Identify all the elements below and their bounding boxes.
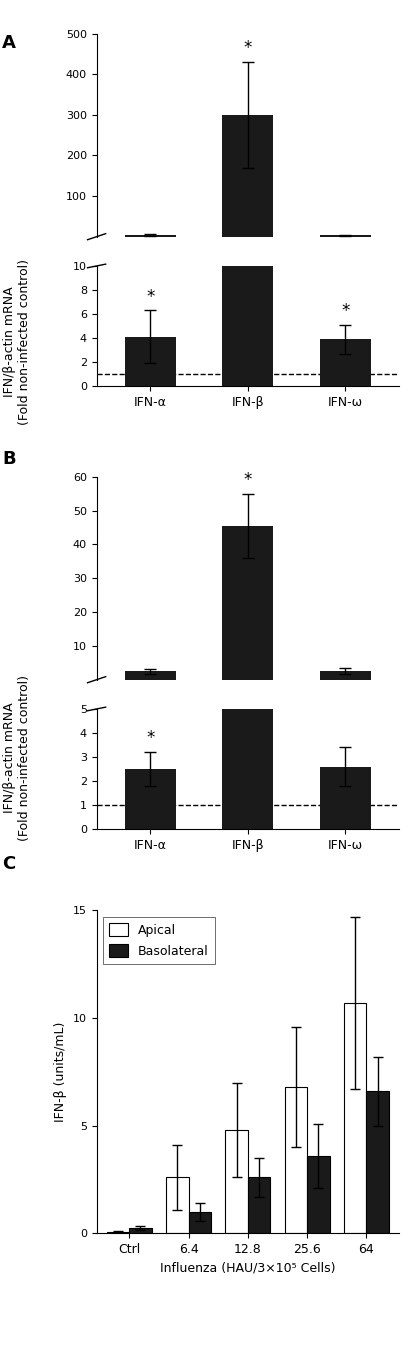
Y-axis label: IFN-β (units/mL): IFN-β (units/mL): [54, 1022, 67, 1122]
Bar: [285, 1086, 307, 1233]
Bar: [129, 1228, 152, 1233]
Bar: [344, 1003, 366, 1233]
Bar: [248, 1177, 270, 1233]
Bar: [166, 1177, 189, 1233]
Bar: [223, 115, 273, 237]
Bar: [366, 1092, 389, 1233]
Bar: [225, 1130, 248, 1233]
Text: *: *: [146, 729, 155, 747]
Text: IFN/β-actin mRNA
(Fold non-infected control): IFN/β-actin mRNA (Fold non-infected cont…: [3, 259, 31, 425]
Text: IFN/β-actin mRNA
(Fold non-infected control): IFN/β-actin mRNA (Fold non-infected cont…: [3, 675, 31, 841]
Text: A: A: [2, 34, 16, 51]
Text: *: *: [244, 39, 252, 57]
Text: *: *: [244, 470, 252, 488]
Legend: Apical, Basolateral: Apical, Basolateral: [103, 917, 215, 964]
Bar: [125, 671, 176, 679]
Text: *: *: [146, 287, 155, 306]
Text: *: *: [341, 302, 349, 319]
Bar: [125, 337, 176, 386]
Text: C: C: [2, 855, 16, 874]
Bar: [320, 235, 371, 237]
Bar: [223, 0, 273, 829]
Bar: [223, 526, 273, 679]
Bar: [320, 340, 371, 386]
Bar: [320, 671, 371, 679]
X-axis label: Influenza (HAU/3×10⁵ Cells): Influenza (HAU/3×10⁵ Cells): [160, 1262, 336, 1275]
Bar: [125, 235, 176, 237]
Bar: [125, 768, 176, 829]
Bar: [320, 767, 371, 829]
Bar: [189, 1212, 211, 1233]
Text: B: B: [2, 450, 16, 468]
Bar: [307, 1157, 330, 1233]
Bar: [223, 0, 273, 386]
